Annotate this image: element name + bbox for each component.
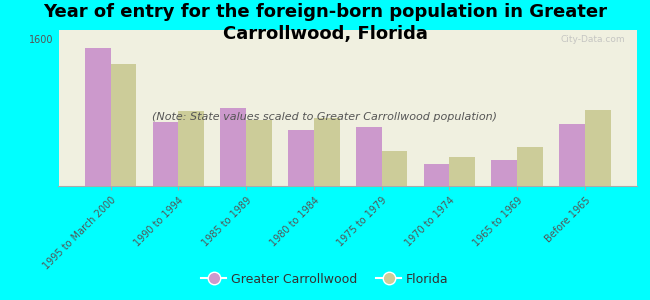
Bar (111, 64, 136, 186)
Text: (Note: State values scaled to Greater Carrollwood population): (Note: State values scaled to Greater Ca… (153, 112, 497, 122)
Bar (424, 164, 449, 186)
Bar (153, 122, 178, 186)
Bar (491, 160, 517, 186)
Text: Year of entry for the foreign-born population in Greater
Carrollwood, Florida: Year of entry for the foreign-born popul… (43, 3, 607, 43)
Bar (288, 130, 314, 186)
Bar (220, 108, 246, 186)
Bar (356, 127, 382, 186)
Bar (585, 110, 611, 186)
Bar (517, 146, 543, 186)
Bar (178, 111, 204, 186)
Bar (84, 48, 110, 186)
Legend: Greater Carrollwood, Florida: Greater Carrollwood, Florida (196, 268, 454, 291)
Bar (314, 118, 339, 186)
Bar (382, 151, 408, 186)
Bar (559, 124, 585, 186)
Bar (449, 157, 475, 186)
Text: City-Data.com: City-Data.com (561, 35, 625, 44)
Bar (246, 120, 272, 186)
